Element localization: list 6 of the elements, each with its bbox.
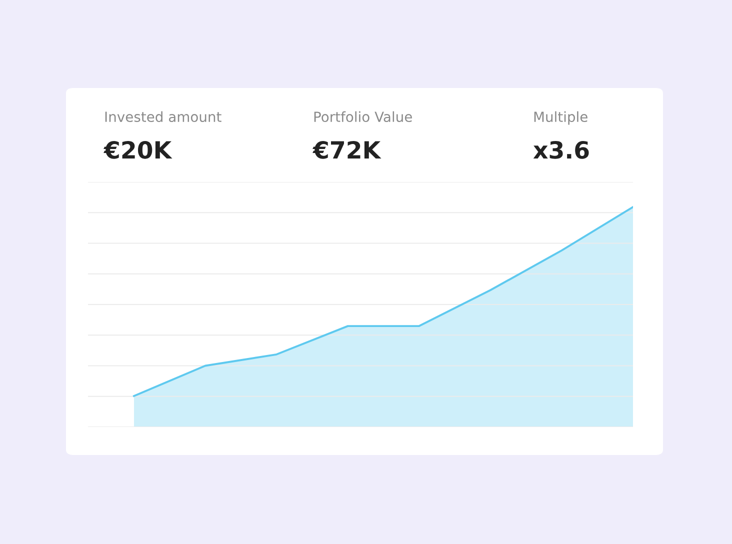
text: €20K xyxy=(104,140,172,159)
text: x3.6 xyxy=(533,140,589,159)
text: Invested amount xyxy=(105,111,222,122)
text: €72K xyxy=(312,140,382,159)
text: Portfolio Value xyxy=(314,111,412,122)
text: Multiple xyxy=(534,111,588,125)
